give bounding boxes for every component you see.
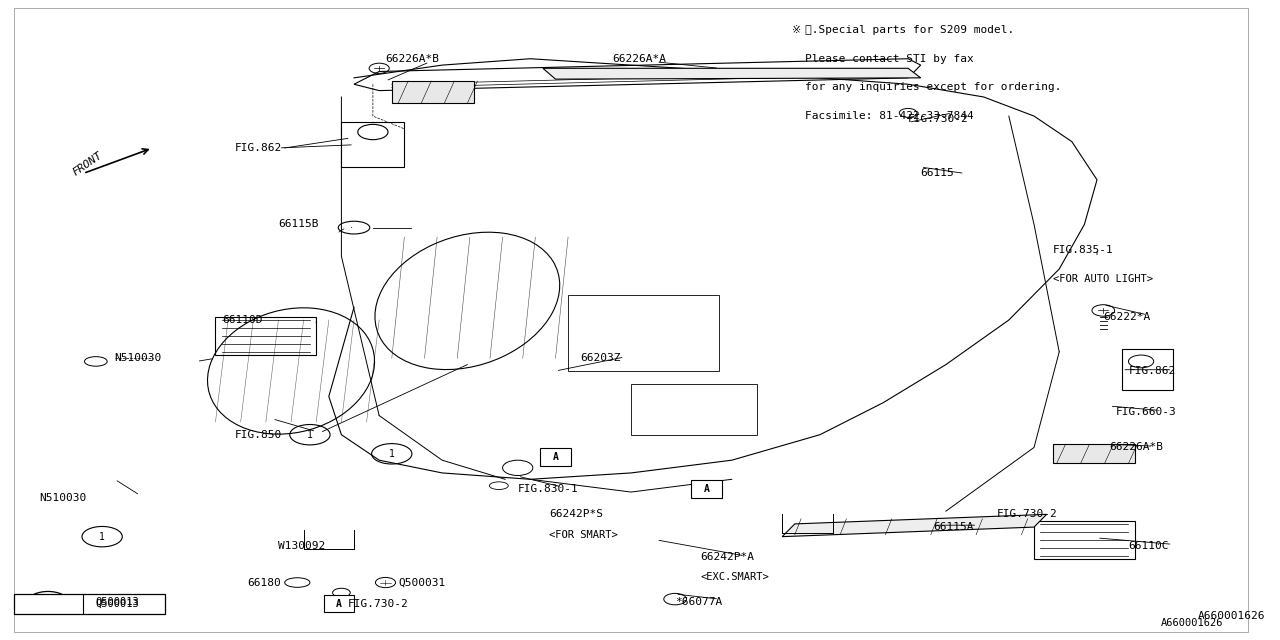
Text: 66242P*A: 66242P*A (700, 552, 754, 562)
Text: 66226A*B: 66226A*B (1110, 442, 1164, 452)
Text: FIG.835-1: FIG.835-1 (1053, 245, 1114, 255)
Text: A: A (335, 598, 342, 609)
Polygon shape (782, 515, 1047, 537)
Text: Q500013: Q500013 (96, 599, 140, 609)
Bar (1123, 349, 1172, 390)
Text: FIG.862: FIG.862 (1129, 366, 1176, 376)
Bar (342, 122, 404, 167)
Bar (1053, 444, 1135, 463)
Text: A660001626: A660001626 (1198, 611, 1265, 621)
Text: *66077A: *66077A (675, 596, 722, 607)
Text: 66242P*S: 66242P*S (549, 509, 603, 519)
Text: A: A (553, 452, 558, 462)
Text: 66110C: 66110C (1129, 541, 1169, 551)
Bar (691, 480, 722, 498)
Polygon shape (543, 68, 920, 79)
Text: FIG.660-3: FIG.660-3 (1116, 408, 1176, 417)
Text: 66115: 66115 (920, 168, 955, 179)
Text: Q500013: Q500013 (96, 596, 140, 607)
Bar (631, 384, 756, 435)
Text: W130092: W130092 (279, 541, 325, 551)
Text: Please contact STI by fax: Please contact STI by fax (805, 54, 974, 64)
Text: 66226A*A: 66226A*A (612, 54, 666, 64)
Text: 1: 1 (99, 532, 105, 541)
Text: FIG.730-2: FIG.730-2 (348, 598, 408, 609)
Text: for any inquiries except for ordering.: for any inquiries except for ordering. (805, 83, 1061, 92)
Text: 1: 1 (389, 449, 394, 459)
Text: <EXC.SMART>: <EXC.SMART> (700, 572, 769, 582)
Text: ※: ※ (792, 25, 801, 35)
Bar (14, 594, 165, 614)
Text: FIG.830-1: FIG.830-1 (517, 484, 579, 494)
Text: 66203Z: 66203Z (581, 353, 621, 364)
Text: FIG.730-2: FIG.730-2 (996, 509, 1057, 519)
Text: Facsimile: 81-422-33-7844: Facsimile: 81-422-33-7844 (805, 111, 974, 121)
Text: 66115B: 66115B (279, 220, 319, 229)
Text: 66222*A: 66222*A (1103, 312, 1151, 322)
Text: N510030: N510030 (40, 493, 87, 504)
Text: 66226A*B: 66226A*B (385, 54, 439, 64)
Bar (392, 81, 474, 103)
Text: 66110D: 66110D (221, 315, 262, 325)
Text: 66180: 66180 (247, 577, 280, 588)
Text: ※.Special parts for S209 model.: ※.Special parts for S209 model. (805, 25, 1014, 35)
Text: <FOR SMART>: <FOR SMART> (549, 530, 618, 540)
Text: A: A (704, 484, 709, 494)
Text: 1: 1 (45, 596, 51, 607)
Text: 1: 1 (307, 429, 312, 440)
Bar (568, 294, 719, 371)
Text: Q500031: Q500031 (398, 577, 445, 588)
Text: FIG.730-2: FIG.730-2 (908, 115, 969, 124)
Text: FRONT: FRONT (70, 150, 104, 178)
Bar (540, 448, 571, 466)
Text: <FOR AUTO LIGHT>: <FOR AUTO LIGHT> (1053, 273, 1153, 284)
Text: FIG.850: FIG.850 (234, 429, 282, 440)
Text: A660001626: A660001626 (1161, 618, 1222, 628)
Text: FIG.862: FIG.862 (234, 143, 282, 153)
Bar (324, 595, 355, 612)
Text: 66115A: 66115A (933, 522, 974, 532)
Text: N510030: N510030 (115, 353, 163, 364)
